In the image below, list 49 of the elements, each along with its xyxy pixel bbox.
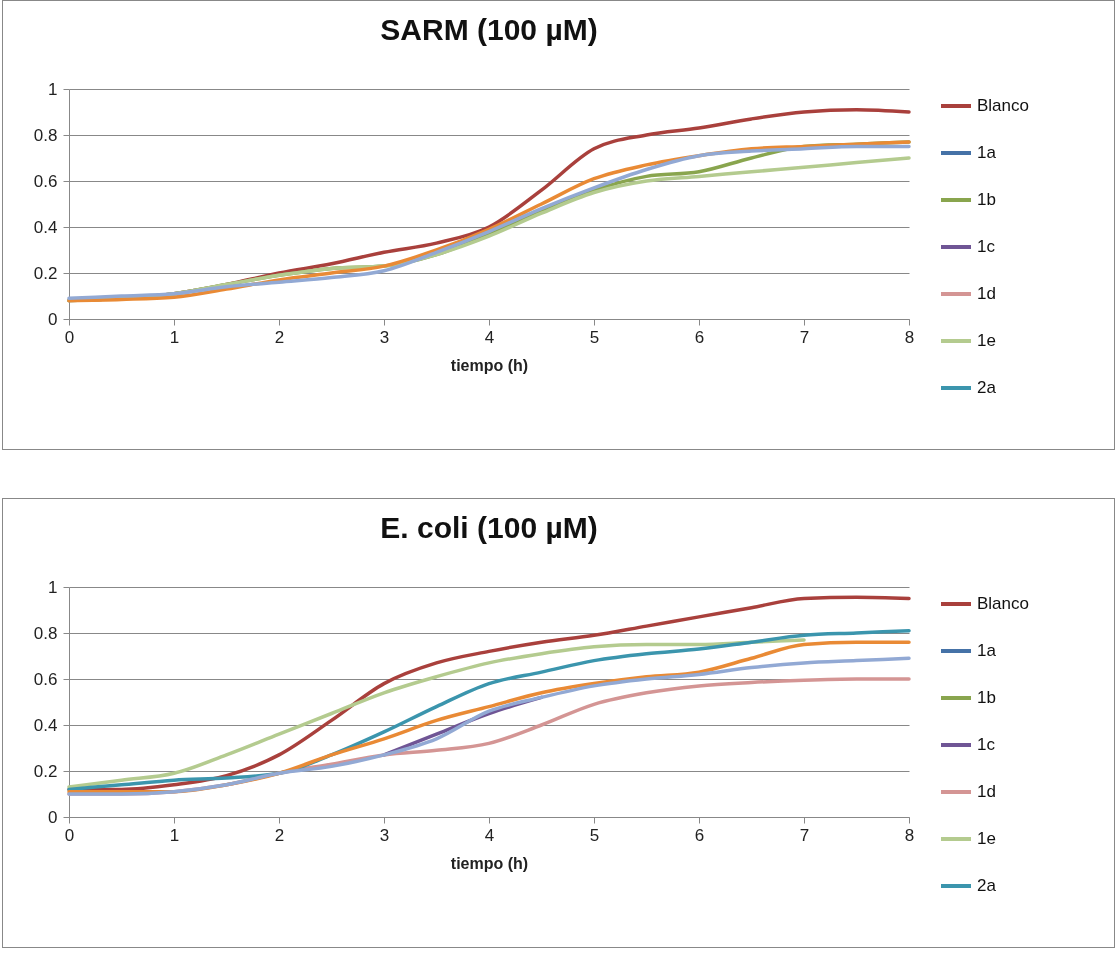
legend-label: Blanco bbox=[977, 96, 1029, 115]
x-tick-label: 0 bbox=[64, 327, 75, 347]
x-tick-label: 5 bbox=[589, 825, 600, 845]
legend-label: 1d bbox=[977, 782, 996, 801]
legend-label: 2a bbox=[977, 876, 997, 895]
y-tick-label: 0.2 bbox=[33, 263, 58, 283]
line-series bbox=[67, 638, 806, 789]
x-tick-label: 8 bbox=[904, 327, 915, 347]
legend-label: 1e bbox=[977, 331, 996, 350]
legend-label: 1a bbox=[977, 143, 997, 162]
y-tick-label: 0.2 bbox=[33, 761, 58, 781]
x-tick-label: 3 bbox=[379, 327, 390, 347]
y-tick-label: 0.8 bbox=[33, 125, 58, 145]
y-tick-label: 0 bbox=[48, 807, 58, 827]
chart-title: SARM (100 µM) bbox=[380, 13, 598, 46]
x-tick-label: 3 bbox=[379, 825, 390, 845]
x-tick-label: 1 bbox=[169, 327, 180, 347]
x-axis-title: tiempo (h) bbox=[450, 356, 529, 374]
x-tick-label: 7 bbox=[799, 327, 810, 347]
x-tick-label: 8 bbox=[904, 825, 915, 845]
y-tick-label: 1 bbox=[48, 577, 58, 597]
y-tick-label: 0 bbox=[48, 309, 58, 329]
x-tick-label: 4 bbox=[484, 825, 495, 845]
y-tick-label: 0.6 bbox=[33, 171, 58, 191]
x-tick-label: 1 bbox=[169, 825, 180, 845]
x-axis-title: tiempo (h) bbox=[450, 854, 529, 872]
legend-label: 1c bbox=[977, 237, 996, 256]
x-tick-label: 6 bbox=[694, 825, 705, 845]
legend-label: 1b bbox=[977, 190, 996, 209]
x-tick-label: 2 bbox=[274, 825, 285, 845]
legend-label: 1a bbox=[977, 641, 997, 660]
x-tick-label: 4 bbox=[484, 327, 495, 347]
y-tick-label: 0.4 bbox=[33, 217, 58, 237]
y-tick-label: 0.8 bbox=[33, 623, 58, 643]
x-tick-label: 7 bbox=[799, 825, 810, 845]
x-tick-label: 2 bbox=[274, 327, 285, 347]
legend-label: Blanco bbox=[977, 594, 1029, 613]
y-tick-label: 0.6 bbox=[33, 669, 58, 689]
x-tick-label: 6 bbox=[694, 327, 705, 347]
legend-label: 1e bbox=[977, 829, 996, 848]
legend-label: 1b bbox=[977, 688, 996, 707]
chart-title: E. coli (100 µM) bbox=[380, 511, 598, 544]
x-tick-label: 0 bbox=[64, 825, 75, 845]
x-tick-label: 5 bbox=[589, 327, 600, 347]
y-tick-label: 0.4 bbox=[33, 715, 58, 735]
legend-label: 1d bbox=[977, 284, 996, 303]
legend-label: 1c bbox=[977, 735, 996, 754]
legend-label: 2a bbox=[977, 378, 997, 397]
y-tick-label: 1 bbox=[48, 79, 58, 99]
